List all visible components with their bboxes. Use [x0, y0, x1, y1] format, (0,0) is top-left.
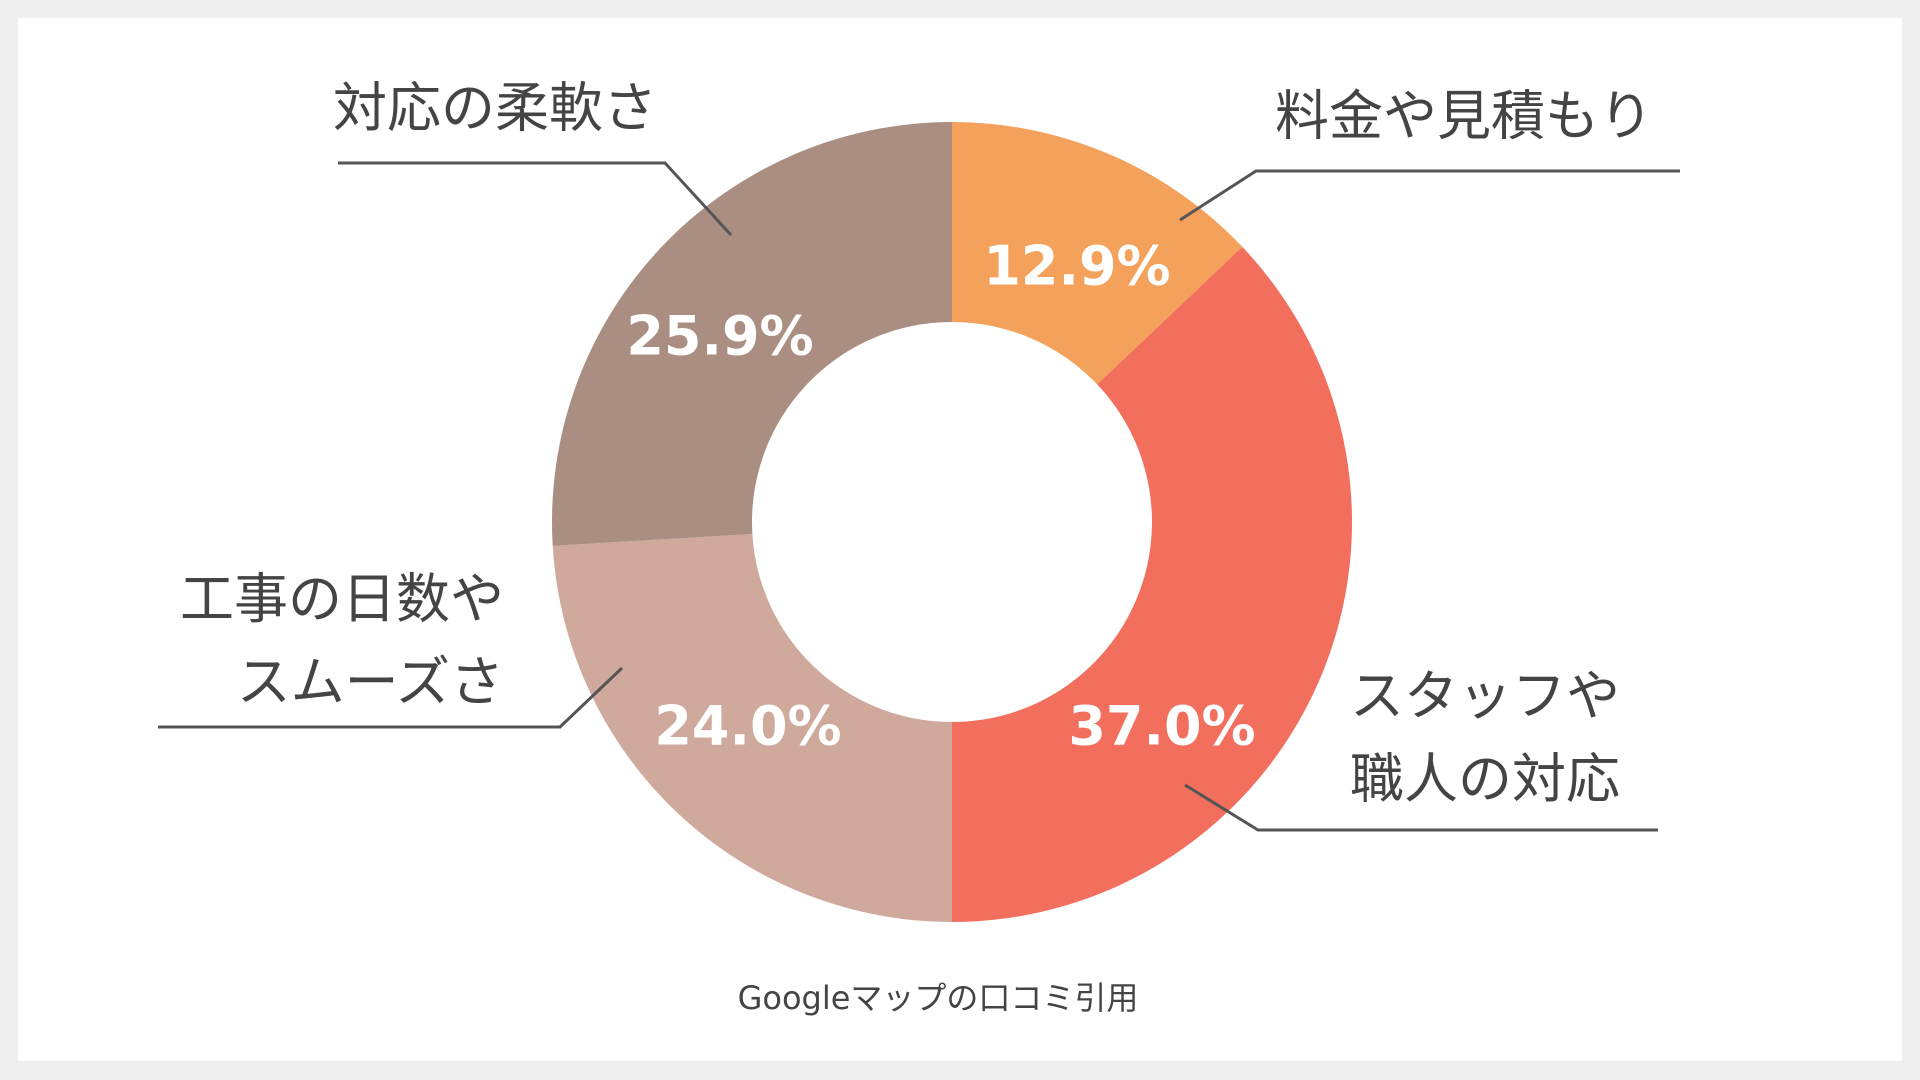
- value-labels: 12.9% 37.0% 24.0% 25.9%: [626, 235, 1255, 758]
- category-label-3-line-2: スムーズさ: [237, 651, 504, 714]
- leader-line-1: [1179, 169, 1680, 222]
- value-label-1: 12.9%: [983, 235, 1170, 298]
- leader-line-4: [338, 161, 733, 237]
- leader-line-3: [158, 666, 624, 729]
- slice-2: [952, 246, 1352, 922]
- value-label-3: 24.0%: [654, 695, 841, 758]
- category-label-2-line-2: 職人の対応: [1350, 748, 1620, 811]
- category-label-2-line-1: スタッフや: [1350, 665, 1620, 728]
- leader-lines: [158, 161, 1680, 832]
- donut-slices: [551, 122, 1352, 922]
- value-label-2: 37.0%: [1068, 695, 1255, 758]
- slice-1: [952, 122, 1243, 385]
- category-label-3-line-1: 工事の日数や: [180, 568, 504, 631]
- slice-4: [551, 122, 952, 546]
- category-label-4-line-1: 対応の柔軟さ: [333, 77, 657, 140]
- category-label-1-line-1: 料金や見積もり: [1275, 85, 1653, 148]
- leader-line-2: [1184, 783, 1658, 832]
- value-label-4: 25.9%: [626, 305, 813, 368]
- slice-3: [552, 533, 952, 922]
- source-note: Googleマップの口コミ引用: [738, 979, 1139, 1017]
